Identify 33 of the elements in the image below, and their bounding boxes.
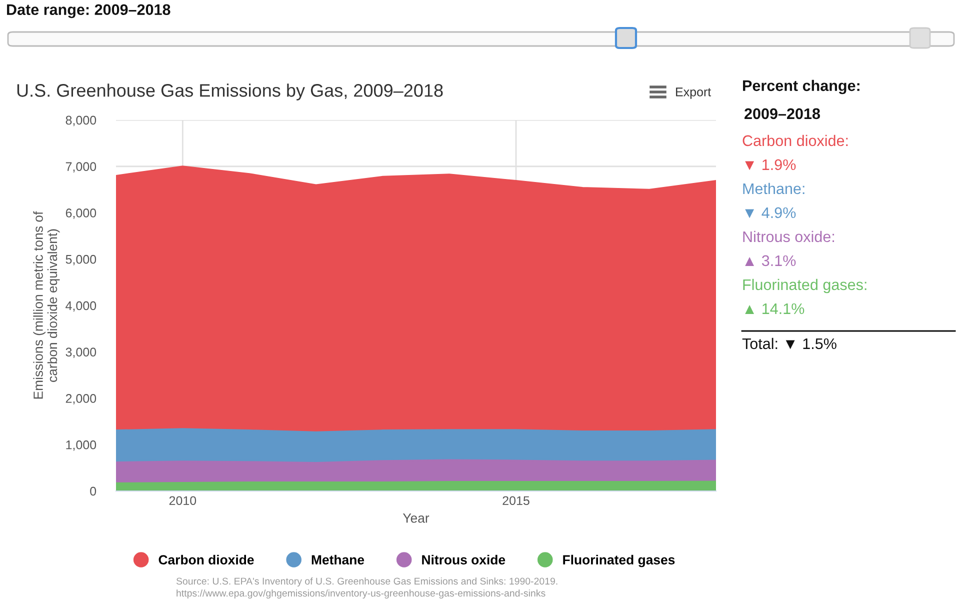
text: Percent change: bbox=[743, 80, 860, 94]
text: Carbon dioxide: bbox=[742, 134, 848, 146]
y-tick-label: 3,000 bbox=[66, 348, 96, 358]
y-tick-label: 2,000 bbox=[66, 394, 96, 404]
y-tick-label: 5,000 bbox=[66, 254, 96, 266]
x-axis-title: Year bbox=[402, 514, 430, 523]
text: ▲ 14.1% bbox=[745, 303, 804, 314]
y-tick-label: 6,000 bbox=[66, 208, 96, 219]
x-tick-label: 2010 bbox=[169, 496, 196, 506]
chart-title: U.S. Greenhouse Gas Emissions by Gas, 2009–2018 bbox=[17, 84, 443, 100]
y-tick-label: 4,000 bbox=[66, 301, 96, 312]
y-tick-label: 0 bbox=[90, 486, 96, 496]
text: ▼ 1.9% bbox=[745, 159, 796, 170]
text: https://www.epa.gov/ghgemissions/inventory-us-greenhouse-gas-emissions-and-sinks bbox=[176, 589, 546, 599]
y-tick-label: 7,000 bbox=[66, 162, 96, 173]
y-tick-label: 8,000 bbox=[66, 116, 96, 126]
text: ▲ 3.1% bbox=[745, 255, 796, 266]
text: Nitrous oxide: bbox=[743, 230, 834, 242]
text: Methane: bbox=[743, 182, 804, 194]
y-axis-title: Emissions (million metric tons of carbon dioxide equivalent) bbox=[33, 211, 60, 399]
text: Date range: 2009–2018 bbox=[7, 4, 170, 18]
x-tick-label: 2015 bbox=[502, 496, 530, 506]
legend-label: Fluorinated gases bbox=[563, 554, 675, 568]
y-tick-label: 1,000 bbox=[66, 440, 96, 451]
text: Export bbox=[676, 88, 712, 99]
text: Total: ▼ 1.5% bbox=[742, 338, 836, 350]
text: 2009–2018 bbox=[744, 108, 820, 120]
text: ▼ 4.9% bbox=[745, 207, 796, 218]
legend-label: Carbon dioxide bbox=[158, 554, 254, 565]
text: Fluorinated gases: bbox=[743, 278, 866, 294]
legend-label: Nitrous oxide bbox=[422, 554, 506, 565]
legend-label: Methane bbox=[312, 554, 364, 565]
source-note: Source: U.S. EPA's Inventory of U.S. Greenhouse Gas Emissions and Sinks: 1990-2019. bbox=[176, 577, 558, 587]
